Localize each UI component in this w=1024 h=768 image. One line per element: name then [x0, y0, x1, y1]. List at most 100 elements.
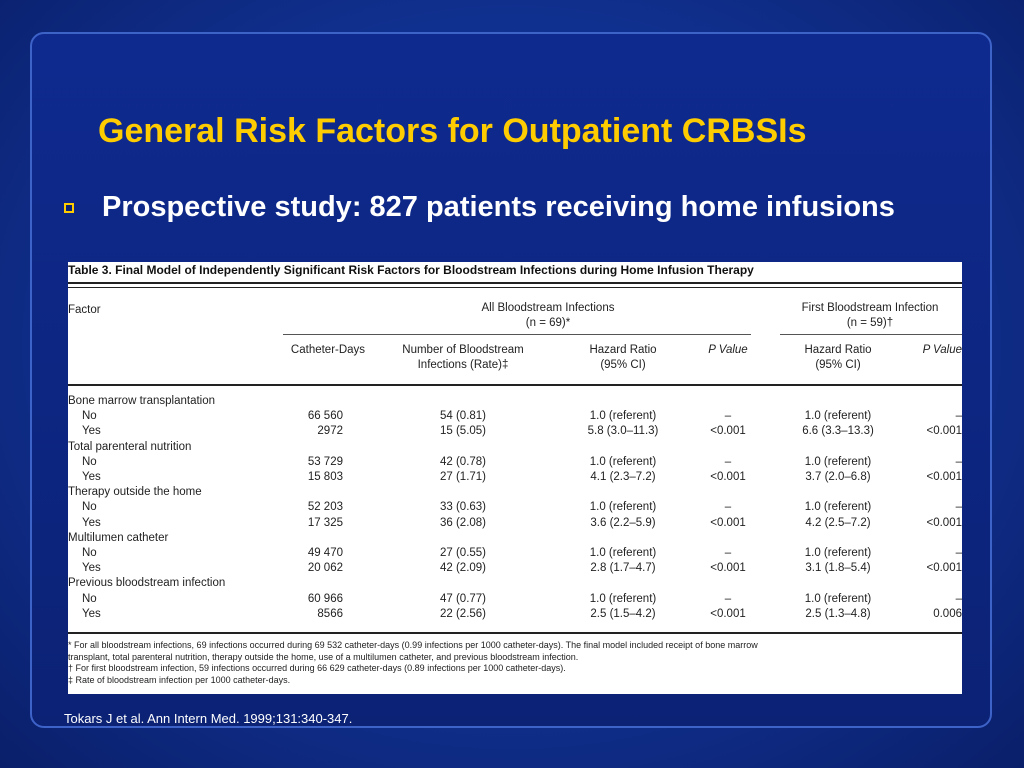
cell-hazard-ratio-2: 1.0 (referent)	[804, 410, 872, 423]
header-rule	[68, 384, 962, 386]
cell-hazard-ratio-2: 2.5 (1.3–4.8)	[805, 607, 871, 620]
cell-hazard-ratio-2: 1.0 (referent)	[804, 501, 872, 514]
cell-infections: 47 (0.77)	[439, 592, 487, 605]
row-label: No	[82, 455, 97, 468]
cell-p-value-2: –	[955, 410, 962, 423]
cell-infections: 54 (0.81)	[439, 410, 487, 423]
col-hazard-ratio-ci: (95% CI)	[600, 359, 646, 371]
cell-hazard-ratio: 1.0 (referent)	[589, 592, 657, 605]
footnote: ‡ Rate of bloodstream infection per 1000…	[68, 674, 291, 685]
group-label: Total parenteral nutrition	[68, 440, 192, 453]
col-num-infections-2: Infections (Rate)‡	[417, 359, 509, 371]
row-label: Yes	[82, 516, 101, 529]
cell-p-value: <0.001	[710, 471, 746, 483]
cell-infections: 15 (5.05)	[439, 425, 487, 438]
cell-hazard-ratio-2: 3.1 (1.8–5.4)	[805, 562, 871, 575]
citation: Tokars J et al. Ann Intern Med. 1999;131…	[64, 711, 353, 726]
cell-p-value: <0.001	[710, 562, 746, 575]
col-hazard-ratio-2: Hazard Ratio	[804, 344, 872, 356]
cell-hazard-ratio: 1.0 (referent)	[589, 410, 657, 423]
cell-infections: 42 (2.09)	[439, 562, 487, 575]
cell-infections: 22 (2.56)	[439, 607, 487, 620]
group-label: Therapy outside the home	[68, 486, 202, 499]
cell-hazard-ratio: 3.6 (2.2–5.9)	[590, 516, 656, 529]
row-label: Yes	[82, 471, 101, 483]
col-hazard-ratio: Hazard Ratio	[589, 344, 657, 356]
cell-p-value-2: –	[955, 547, 962, 559]
cell-catheter-days: 53 729	[307, 455, 343, 468]
risk-factor-table: Table 3. Final Model of Independently Si…	[68, 262, 962, 694]
cell-hazard-ratio-2: 6.6 (3.3–13.3)	[802, 425, 874, 438]
cell-hazard-ratio-2: 1.0 (referent)	[804, 455, 872, 468]
cell-p-value: –	[724, 455, 732, 468]
cell-hazard-ratio: 2.5 (1.5–4.2)	[590, 607, 656, 620]
col-hazard-ratio-ci-2: (95% CI)	[815, 359, 861, 371]
cell-catheter-days: 17 325	[307, 516, 343, 529]
cell-hazard-ratio-2: 1.0 (referent)	[804, 547, 872, 559]
cell-catheter-days: 8566	[317, 607, 343, 620]
table-caption: Table 3. Final Model of Independently Si…	[68, 263, 754, 277]
cell-catheter-days: 52 203	[307, 501, 343, 514]
col-catheter-days: Catheter-Days	[290, 344, 366, 356]
group-label: Multilumen catheter	[68, 531, 169, 544]
cell-hazard-ratio-2: 4.2 (2.5–7.2)	[805, 516, 871, 529]
cell-p-value-2: <0.001	[926, 425, 963, 438]
cell-hazard-ratio-2: 1.0 (referent)	[804, 592, 872, 605]
cell-hazard-ratio: 5.8 (3.0–11.3)	[587, 425, 659, 438]
cell-hazard-ratio-2: 3.7 (2.0–6.8)	[805, 471, 871, 483]
cell-catheter-days: 2972	[317, 425, 343, 438]
row-label: Yes	[82, 562, 101, 575]
cell-p-value-2: <0.001	[926, 471, 963, 483]
footnote: transplant, total parenteral nutrition, …	[68, 651, 579, 662]
table-top-rule-2	[68, 287, 962, 288]
row-label: Yes	[82, 607, 101, 620]
table-bottom-rule	[68, 632, 962, 634]
cell-p-value-2: –	[955, 455, 962, 468]
row-label: No	[82, 410, 97, 423]
cell-p-value: –	[724, 410, 732, 423]
cell-p-value: <0.001	[710, 425, 746, 438]
table-top-rule	[68, 282, 962, 284]
cell-p-value: <0.001	[710, 607, 746, 620]
cell-hazard-ratio: 4.1 (2.3–7.2)	[590, 471, 656, 483]
cell-p-value: <0.001	[710, 516, 746, 529]
group-label: Bone marrow transplantation	[68, 395, 216, 407]
group-first-n: (n = 59)†	[846, 317, 894, 329]
col-p-value-2: P Value	[922, 344, 962, 356]
cell-p-value: –	[724, 592, 732, 605]
cell-hazard-ratio: 1.0 (referent)	[589, 547, 657, 559]
cell-infections: 36 (2.08)	[439, 516, 487, 529]
cell-infections: 27 (0.55)	[439, 547, 487, 559]
cell-p-value-2: 0.006	[933, 607, 962, 620]
footnote: † For first bloodstream infection, 59 in…	[68, 663, 566, 673]
factor-header: Factor	[68, 304, 101, 316]
row-label: No	[82, 547, 97, 559]
cell-hazard-ratio: 1.0 (referent)	[589, 501, 657, 514]
cell-catheter-days: 66 560	[307, 410, 343, 423]
group-first-underline	[780, 334, 962, 335]
cell-p-value-2: –	[955, 501, 962, 514]
cell-p-value-2: <0.001	[926, 562, 963, 575]
cell-catheter-days: 49 470	[307, 547, 343, 559]
cell-infections: 33 (0.63)	[439, 501, 487, 514]
cell-hazard-ratio: 2.8 (1.7–4.7)	[590, 562, 656, 575]
col-p-value: P Value	[708, 344, 748, 356]
cell-infections: 27 (1.71)	[439, 471, 487, 483]
cell-p-value-2: –	[955, 592, 962, 605]
group-first-header: First Bloodstream Infection	[801, 302, 939, 314]
row-label: Yes	[82, 425, 101, 438]
cell-catheter-days: 60 966	[307, 592, 343, 605]
row-label: No	[82, 501, 97, 514]
cell-catheter-days: 15 803	[307, 471, 343, 483]
col-num-infections: Number of Bloodstream	[402, 344, 524, 356]
group-label: Previous bloodstream infection	[68, 577, 226, 590]
slide-title: General Risk Factors for Outpatient CRBS…	[98, 112, 807, 150]
cell-infections: 42 (0.78)	[439, 455, 487, 468]
cell-p-value: –	[724, 547, 732, 559]
group-all-n: (n = 69)*	[525, 317, 571, 329]
cell-p-value-2: <0.001	[926, 516, 963, 529]
cell-p-value: –	[724, 501, 732, 514]
cell-hazard-ratio: 1.0 (referent)	[589, 455, 657, 468]
bullet-square-icon	[64, 203, 74, 213]
bullet-text: Prospective study: 827 patients receivin…	[102, 191, 895, 223]
